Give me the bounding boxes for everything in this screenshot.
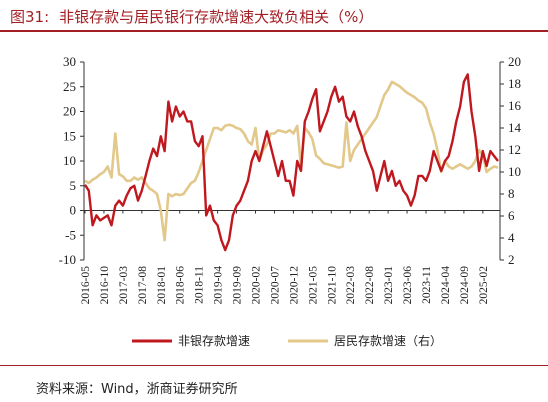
legend-label-nonbank: 非银存款增速 [178,334,250,348]
chart-svg: -10 -5 0 5 10 15 20 25 30 2 4 6 8 10 12 14 16 18 20 2016-05… [59,54,522,348]
title-divider [0,30,548,32]
y-right-tick-label: 14 [508,120,522,135]
x-tick-label: 2023-11 [421,266,433,304]
y-right-tick-label: 16 [508,98,522,113]
y-right-tick-label: 4 [508,230,515,245]
chart-axes: -10 -5 0 5 10 15 20 25 30 2 4 6 8 10 12 14 16 18 20 2016-05… [59,54,522,304]
x-tick-label: 2023-06 [402,266,414,305]
x-tick-label: 2021-05 [307,266,319,305]
chart-title: 图31: 非银存款与居民银行存款增速大致负相关（%） [10,6,373,27]
y-left-tick-label: 20 [63,104,76,119]
y-left-tick-label: 0 [70,203,77,218]
y-right-tick-label: 10 [508,164,521,179]
x-tick-label: 2021-10 [326,266,338,305]
x-tick-label: 2016-10 [99,266,111,305]
x-tick-label: 2018-01 [156,266,168,305]
x-tick-label: 2025-02 [478,266,490,305]
x-tick-label: 2018-06 [175,266,187,305]
chart-legend: 非银存款增速 居民存款增速（右） [132,333,442,348]
legend-label-household: 居民存款增速（右） [334,333,442,348]
x-tick-label: 2017-08 [137,266,149,305]
x-tick-label: 2024-09 [459,266,471,305]
x-tick-label: 2023-01 [383,266,395,305]
y-left-tick-label: 30 [63,54,76,69]
y-right-tick-label: 18 [508,76,521,91]
x-tick-label: 2024-04 [440,266,452,305]
x-tick-label: 2017-03 [118,266,130,305]
y-right-tick-label: 8 [508,186,515,201]
x-tick-label: 2020-12 [288,266,300,305]
y-left-tick-label: -10 [59,252,76,267]
y-right-tick-label: 12 [508,142,521,157]
x-tick-label: 2019-04 [213,266,225,305]
source-note: 资料来源：Wind，浙商证券研究所 [36,382,238,397]
y-left-tick-label: -5 [65,227,76,242]
x-tick-label: 2019-09 [232,266,244,305]
footer-divider [0,365,548,366]
y-right-tick-label: 6 [508,208,515,223]
y-right-tick-label: 2 [508,252,515,267]
x-tick-label: 2018-11 [194,266,206,304]
y-left-tick-label: 5 [70,178,77,193]
y-right-tick-label: 20 [508,54,521,69]
x-tick-label: 2020-07 [269,266,281,305]
figure-label: 图31: [10,8,50,26]
series-line-household-deposit-growth [84,80,499,242]
x-tick-label: 2022-08 [364,266,376,305]
figure-title: 非银存款与居民银行存款增速大致负相关（%） [59,8,374,26]
chart-series-layer [83,73,499,252]
y-left-tick-label: 10 [63,153,76,168]
series-line-nonbank-deposit-growth [83,73,499,252]
x-tick-label: 2020-02 [251,266,263,305]
x-tick-label: 2022-03 [345,266,357,305]
x-tick-label: 2016-05 [80,266,92,305]
y-left-tick-label: 15 [63,128,76,143]
y-left-tick-label: 25 [63,79,76,94]
